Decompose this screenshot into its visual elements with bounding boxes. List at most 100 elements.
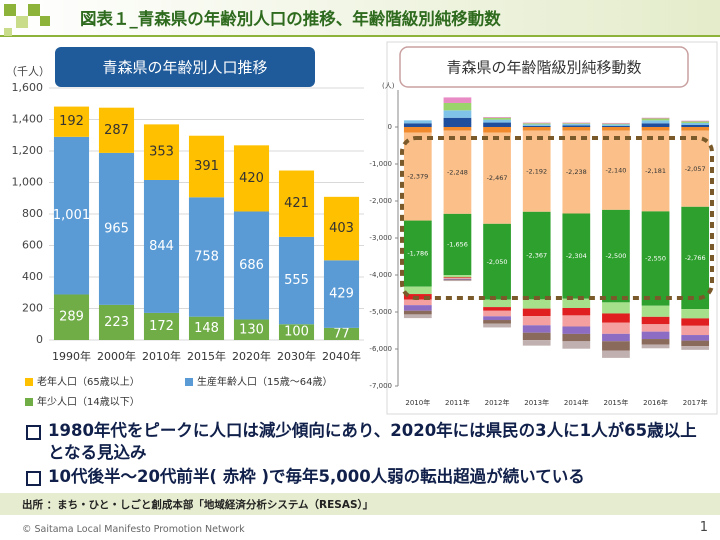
bar-segment (98, 152, 135, 305)
header-band (0, 0, 720, 36)
bar-segment (403, 310, 432, 315)
x-tick-label: 2020年 (232, 349, 271, 363)
bar-segment (641, 123, 670, 127)
bar-segment (323, 260, 360, 328)
legend-label: 生産年齢人口（15歳～64歳） (197, 375, 332, 388)
data-label: 403 (329, 221, 354, 236)
x-tick-label: 2014年 (564, 398, 589, 407)
bar-segment (681, 120, 710, 122)
chart-migration: 0 -1,000 -2,000 -3,000 -4,000 -5,000 -6,000 -7,… (369, 90, 710, 407)
data-label: -2,367 (526, 252, 547, 260)
y-tick-label: 0 (388, 123, 392, 131)
bar-segment (641, 331, 670, 340)
bar-segment (562, 125, 591, 127)
bar-segment (562, 315, 591, 327)
data-label: 287 (104, 123, 129, 138)
bar-segment (188, 316, 225, 340)
bar-segment (443, 117, 472, 127)
bar-segment (602, 350, 630, 358)
bar-segment (403, 127, 432, 133)
bar-segment (188, 135, 225, 198)
x-tick-label: 2012年 (485, 398, 510, 407)
bar-segment (641, 118, 670, 121)
highlight-frame (400, 136, 714, 300)
logo (4, 4, 50, 36)
bar-segment (602, 123, 630, 125)
y-tick-label: -6,000 (369, 345, 392, 353)
bar-segment (641, 344, 670, 349)
legend-swatch (25, 398, 33, 406)
y-tick-label: -7,000 (369, 382, 392, 390)
bar-segment (602, 209, 630, 303)
data-label: 130 (239, 322, 264, 337)
bar-segment (522, 130, 551, 212)
bar-segment (403, 220, 432, 287)
bar-segment (403, 314, 432, 319)
bar-segment (602, 127, 630, 131)
bar-segment (641, 305, 670, 317)
y-tick-label: 0 (36, 333, 43, 346)
data-label: 965 (104, 221, 129, 236)
bar-segment (681, 121, 710, 123)
data-label: -2,181 (645, 167, 666, 175)
bar-segment (602, 322, 630, 334)
y-tick-label: 800 (22, 207, 43, 220)
y-tick-label: 1,000 (12, 176, 44, 189)
x-tick-label: 2010年 (405, 398, 430, 407)
bar-segment (681, 340, 710, 347)
bar-segment (562, 341, 591, 349)
chart-population: 0 200 400 600 800 1,000 1,200 1,400 1,600 1990年 28… (12, 81, 364, 408)
data-label: -1,786 (407, 250, 428, 258)
x-tick-label: 1990年 (52, 349, 91, 363)
data-label: -2,500 (605, 252, 626, 260)
legend-swatch (185, 378, 193, 386)
data-label: -2,550 (645, 255, 666, 263)
page-number: 1 (699, 520, 708, 535)
bar-segment (53, 294, 90, 340)
bar-segment (562, 333, 591, 342)
bar-segment (522, 122, 551, 124)
chart-title: 青森県の年齢階級別純移動数 (446, 59, 641, 77)
bar-segment (641, 130, 670, 212)
bar-segment (143, 124, 180, 180)
data-label: -1,656 (447, 241, 468, 249)
data-label: -2,467 (487, 174, 508, 182)
y-tick-label: 1,600 (12, 81, 44, 94)
bar-segment (483, 132, 511, 224)
slide-title: 図表１_青森県の年齢別人口の推移、年齢階級別純移動数 (80, 9, 501, 29)
x-tick-label: 2010年 (142, 349, 181, 363)
x-tick-label: 2030年 (277, 349, 316, 363)
bar-segment (443, 277, 472, 279)
bar-segment (562, 213, 591, 299)
bar-segment (443, 127, 472, 131)
bar-segment (443, 97, 472, 103)
bar-segment (98, 107, 135, 153)
x-tick-label: 2015年 (604, 398, 629, 407)
bar-segment (403, 299, 432, 306)
bar-segment (143, 179, 180, 313)
source-band (0, 493, 720, 515)
y-tick-label: 600 (22, 239, 43, 252)
bar-segment (278, 170, 315, 237)
bar-segment (403, 120, 432, 124)
bar-segment (602, 341, 630, 351)
data-label: 758 (194, 249, 219, 264)
bar-segment (522, 127, 551, 131)
bullet: 1980年代をピークに人口は減少傾向にあり、2020年には県民の3人に1人が65… (22, 420, 712, 464)
bar-segment (483, 323, 511, 328)
charts: 図表１_青森県の年齢別人口の推移、年齢階級別純移動数 青森県の年齢別人口推移 （… (0, 0, 720, 415)
bar-segment (681, 122, 710, 125)
bar-segment (483, 310, 511, 317)
data-label: 429 (329, 287, 354, 302)
bar-segment (522, 124, 551, 126)
chart-title-box (55, 47, 315, 87)
bar-segment (278, 324, 315, 340)
bar-segment (483, 122, 511, 127)
y-tick-label: 1,200 (12, 144, 44, 157)
bar-segment (681, 325, 710, 336)
x-tick-label: 2016年 (643, 398, 668, 407)
bar-segment (562, 124, 591, 126)
data-label: 77 (333, 326, 350, 341)
bar-segment (681, 130, 710, 207)
